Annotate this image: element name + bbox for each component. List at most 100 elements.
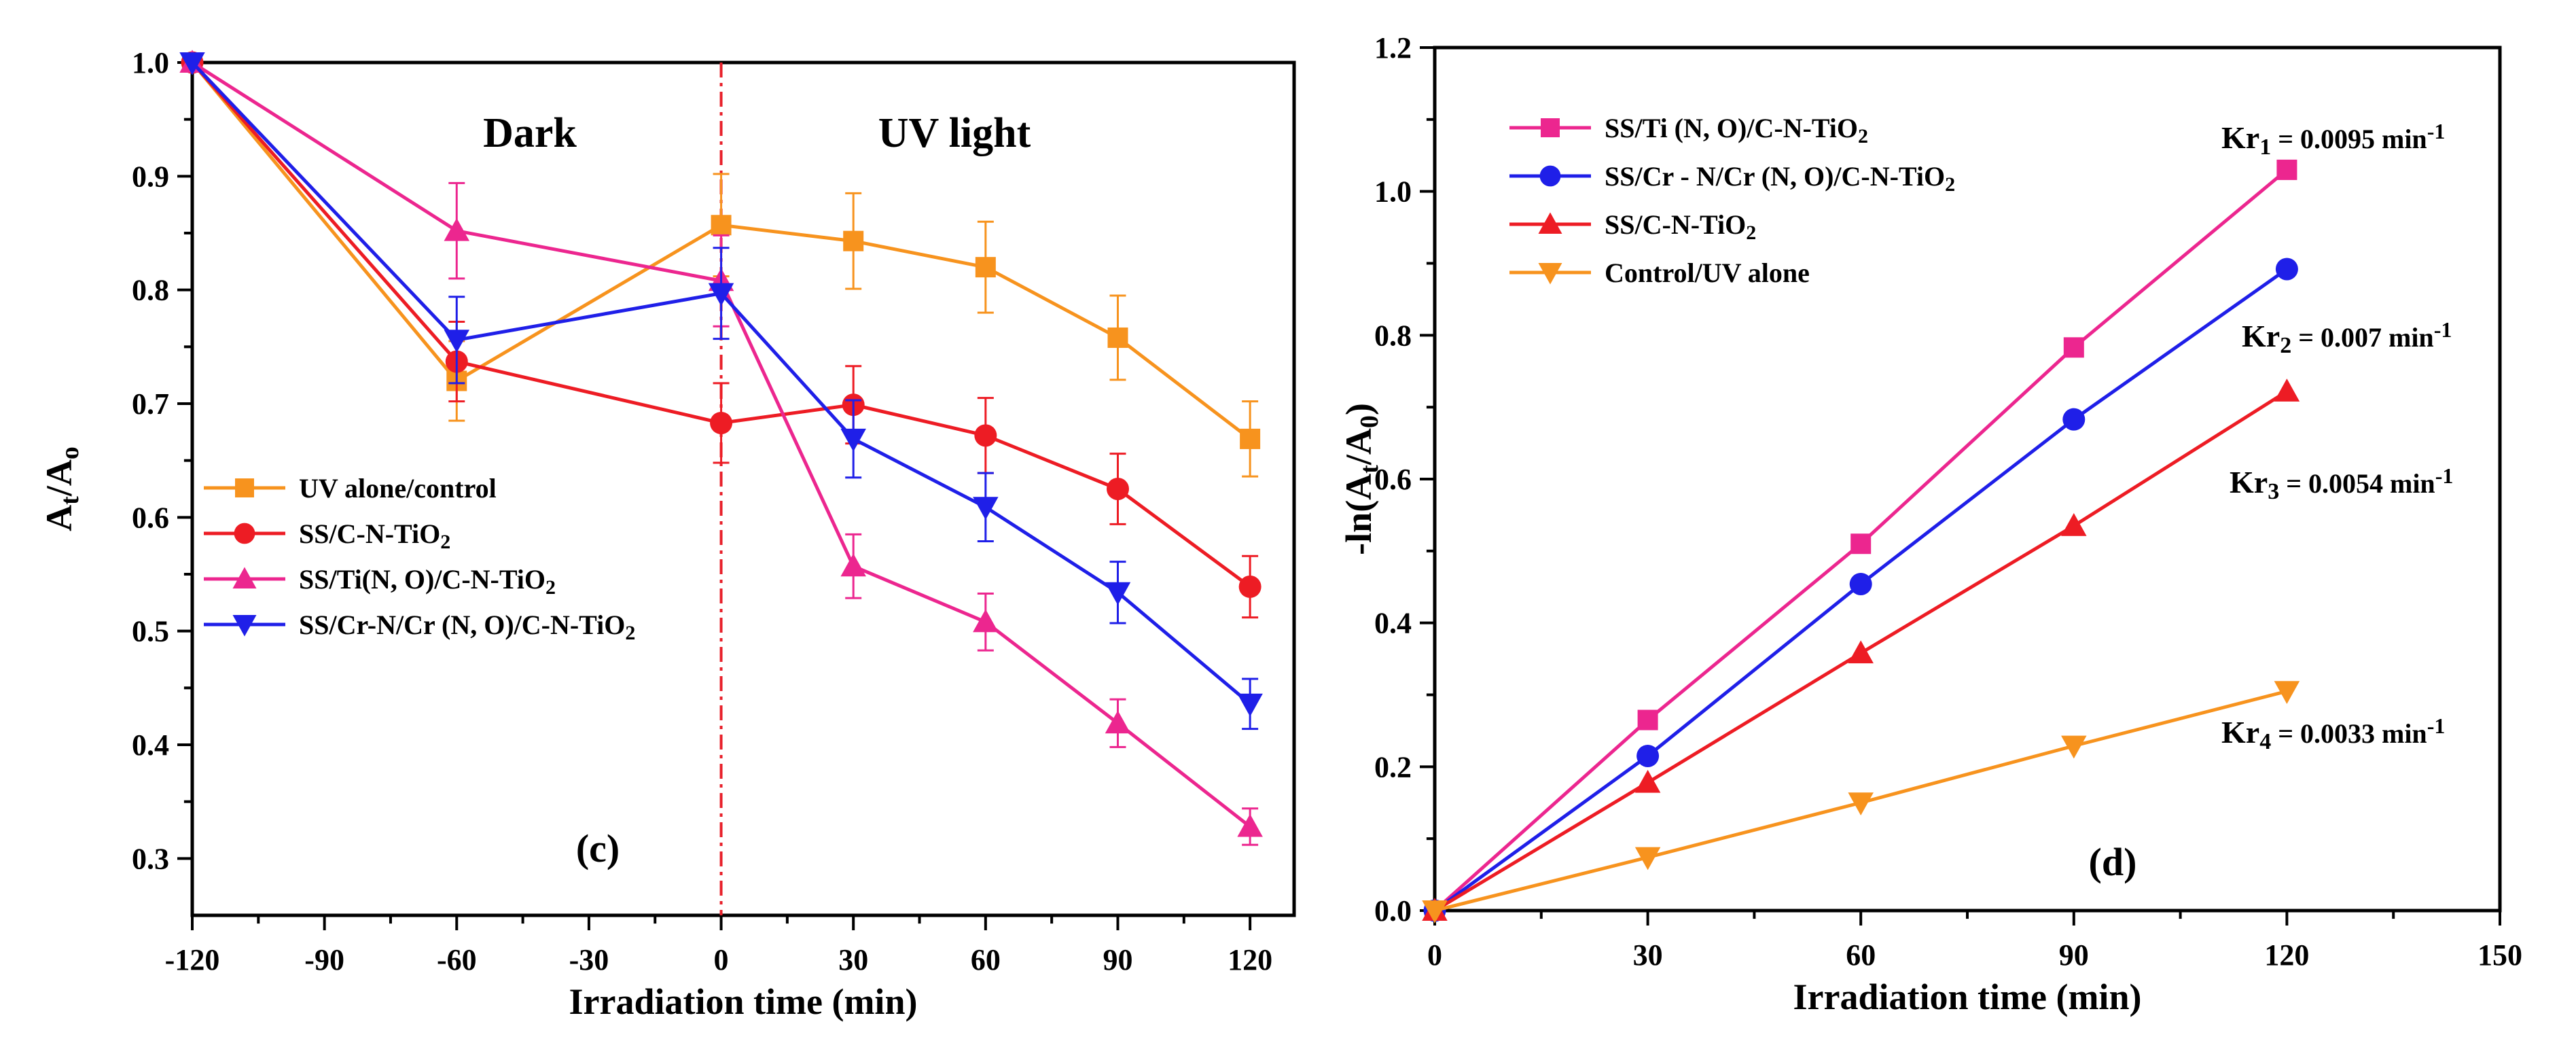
legend-entry: UV alone/control [299, 473, 497, 504]
data-point [2275, 258, 2298, 281]
uv-light-region-label: UV light [878, 110, 1031, 156]
panel-d-y-axis-title: -ln(At/A0) [1338, 403, 1384, 555]
panel-d-ytick-label: 0.0 [1374, 894, 1412, 928]
data-point [1422, 900, 1448, 923]
panel-d-ytick-label: 0.2 [1374, 750, 1412, 784]
legend-marker [1539, 165, 1561, 187]
data-point [975, 257, 996, 278]
data-point [1848, 640, 1874, 664]
data-point [2061, 735, 2087, 759]
legend-entry: SS/C-N-TiO2 [1605, 209, 1756, 244]
panel-d-ytick-label: 0.8 [1374, 319, 1412, 352]
legend-entry: SS/Ti (N, O)/C-N-TiO2 [1605, 113, 1868, 147]
panel-d-xtick-label: 0 [1427, 938, 1442, 972]
data-point [1634, 847, 1661, 870]
data-point [1849, 573, 1872, 596]
panel-c-ytick-label: 0.7 [132, 387, 169, 421]
panel-d-ytick-label: 0.4 [1374, 607, 1412, 640]
data-point [1850, 533, 1872, 555]
panel-d-xtick-label: 120 [2264, 938, 2309, 972]
dark-region-label: Dark [483, 110, 577, 156]
panel-d-plot: 0 30 60 90 120 150 0.0 0.2 0.4 0.6 0.8 1.0 1.2 Irradi… [1338, 31, 2522, 1017]
data-point [1240, 428, 1261, 449]
data-point [1105, 582, 1131, 605]
legend-entry: Control/UV alone [1605, 258, 1810, 288]
data-point [2274, 379, 2300, 402]
panel-d-xtick-label: 60 [1846, 938, 1876, 972]
panel-c-legend: UV alone/control SS/C-N-TiO2 SS/Ti(N, O)/C… [204, 473, 635, 644]
panel-d-series-2 [1422, 379, 2300, 921]
rate-constant-label-2: Kr2 = 0.007 min-1 [2242, 317, 2452, 358]
panel-d-ytick-label: 1.2 [1374, 31, 1412, 65]
panel-d-xtick-label: 90 [2059, 938, 2089, 972]
data-point [840, 553, 866, 577]
legend-marker [232, 615, 257, 637]
data-point [444, 217, 470, 241]
data-point [2062, 408, 2086, 431]
panel-d-ytick-label: 0.6 [1374, 463, 1412, 496]
panel-d-series-3 [1422, 681, 2300, 923]
data-point [974, 424, 997, 447]
panel-c-xtick-label: 60 [971, 943, 1001, 976]
panel-c-xtick-label: -90 [304, 943, 344, 976]
legend-entry: SS/Cr - N/Cr (N, O)/C-N-TiO2 [1605, 161, 1955, 196]
legend-entry: SS/C-N-TiO2 [299, 518, 450, 553]
panel-c-xtick-label: -30 [569, 943, 609, 976]
panel-d-label: (d) [2089, 840, 2137, 884]
data-point [179, 52, 205, 75]
data-point [1634, 769, 1661, 793]
panel-c-ytick-label: 0.4 [132, 728, 169, 762]
data-point [840, 428, 866, 452]
legend-entry: SS/Cr-N/Cr (N, O)/C-N-TiO2 [299, 610, 635, 644]
legend-marker [232, 567, 257, 588]
panel-c-series-3 [179, 52, 1263, 731]
panel-c-ytick-label: 0.6 [132, 501, 169, 534]
panel-c-x-axis-title: Irradiation time (min) [569, 981, 918, 1022]
panel-c-xtick-label: 0 [714, 943, 729, 976]
rate-constant-label-1: Kr1 = 0.0095 min-1 [2221, 119, 2445, 160]
panel-c-ytick-label: 0.3 [132, 842, 169, 875]
data-point [444, 330, 470, 353]
panel-d-legend: SS/Ti (N, O)/C-N-TiO2 SS/Cr - N/Cr (N, O)… [1509, 113, 1955, 288]
panel-c-label: (c) [576, 826, 620, 870]
panel-c-xtick-label: -120 [165, 943, 220, 976]
legend-marker [1541, 118, 1560, 137]
panel-c-ytick-label: 0.9 [132, 160, 169, 193]
panel-c-ytick-label: 0.8 [132, 274, 169, 307]
panel-d-xtick-label: 150 [2477, 938, 2522, 972]
data-point [1237, 813, 1263, 837]
panel-c-ytick-label: 0.5 [132, 615, 169, 648]
panel-c-xtick-label: 30 [838, 943, 868, 976]
legend-marker [235, 478, 254, 497]
panel-c-xtick-label: 120 [1228, 943, 1272, 976]
data-point [2276, 159, 2297, 180]
panel-c-plot: -120 -90 -60 -30 0 30 60 90 120 0.3 0.4 0.5 0.6 0.7 0.… [39, 46, 1296, 1022]
data-point [973, 609, 999, 633]
panel-d-ytick-label: 1.0 [1374, 175, 1412, 209]
data-point [973, 497, 999, 521]
panel-d-x-axis-title: Irradiation time (min) [1793, 976, 2142, 1017]
panel-c-y-axis-title: At/Ao [39, 446, 84, 531]
data-point [711, 215, 732, 236]
panel-d-xtick-label: 30 [1633, 938, 1663, 972]
data-point [708, 283, 734, 306]
data-point [710, 411, 733, 434]
data-point [2061, 513, 2087, 536]
panel-d-series-0 [1425, 159, 2297, 921]
legend-marker [1538, 263, 1562, 285]
panel-c-ytick-label: 1.0 [132, 46, 169, 80]
data-point [1107, 327, 1128, 348]
panel-c-xtick-label: 90 [1103, 943, 1132, 976]
data-point [1106, 478, 1129, 500]
data-point [2063, 337, 2084, 358]
data-point [2274, 681, 2300, 704]
legend-marker [234, 523, 255, 544]
data-point [843, 230, 864, 251]
legend-marker [1538, 212, 1562, 234]
data-point [1238, 575, 1262, 598]
data-point [1105, 710, 1131, 734]
panel-c-xtick-label: -60 [437, 943, 477, 976]
panel-d-series-1 [1423, 258, 2298, 922]
rate-constant-label-4: Kr4 = 0.0033 min-1 [2221, 714, 2445, 754]
